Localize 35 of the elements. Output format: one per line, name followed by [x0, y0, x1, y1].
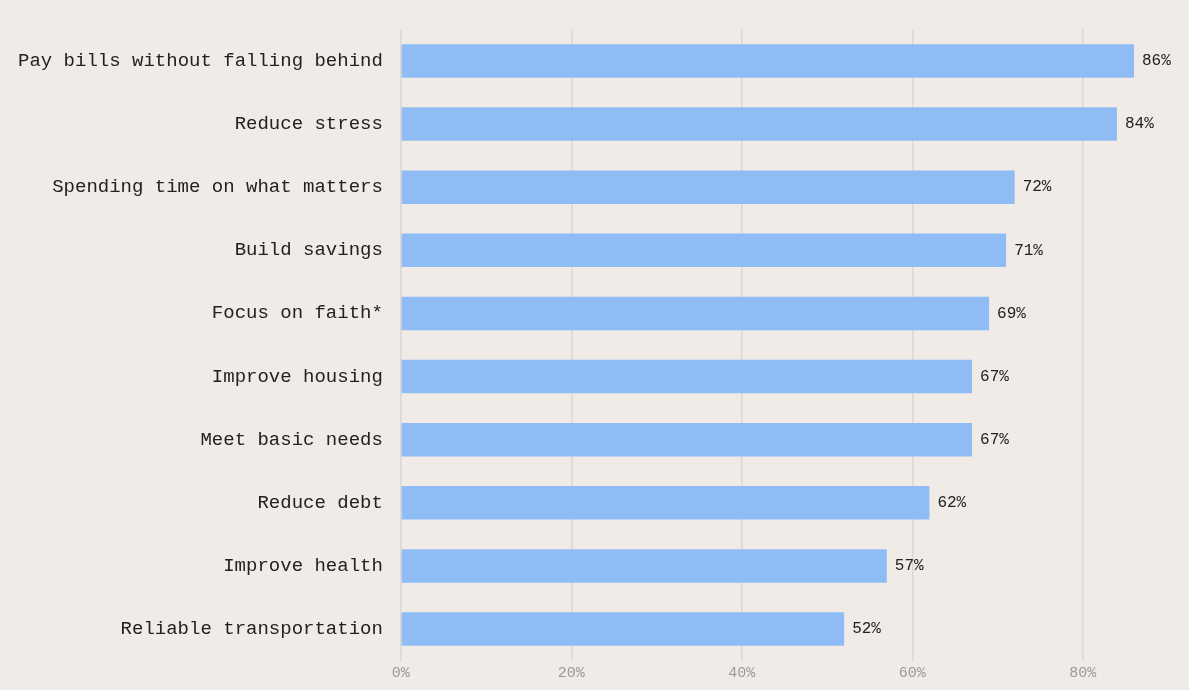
bar	[401, 359, 973, 394]
data-label: 67%	[980, 430, 1010, 449]
data-label: 57%	[894, 557, 924, 576]
y-tick-label: Pay bills without falling behind	[18, 49, 383, 72]
data-label: 72%	[1022, 178, 1052, 197]
y-tick-label: Focus on faith*	[211, 302, 383, 325]
y-tick-label: Reduce stress	[234, 113, 383, 136]
data-label: 84%	[1124, 115, 1155, 134]
y-tick-label: Meet basic needs	[200, 428, 383, 451]
y-tick-label: Spending time on what matters	[52, 176, 383, 199]
data-label: 69%	[997, 304, 1027, 323]
data-label: 52%	[852, 620, 882, 639]
bar	[401, 170, 1015, 204]
bar	[401, 107, 1117, 141]
bar	[401, 422, 973, 457]
y-tick-label: Reduce debt	[257, 491, 383, 514]
bar	[401, 612, 845, 646]
bar	[401, 233, 1007, 268]
data-label: 86%	[1142, 52, 1172, 71]
data-label: 67%	[980, 367, 1010, 386]
data-label: 62%	[937, 494, 967, 513]
x-tick-label: 60%	[898, 664, 927, 682]
data-label: 71%	[1014, 241, 1044, 260]
bar	[401, 549, 887, 583]
bar	[401, 486, 930, 520]
x-tick-label: 40%	[728, 664, 757, 682]
y-tick-label: Improve housing	[211, 365, 383, 388]
y-tick-label: Build savings	[234, 239, 383, 262]
bar	[401, 44, 1134, 78]
x-tick-label: 0%	[391, 664, 411, 682]
y-tick-label: Improve health	[223, 554, 383, 577]
x-tick-label: 20%	[557, 664, 586, 682]
bar	[401, 296, 990, 331]
y-tick-label: Reliable transportation	[120, 618, 383, 641]
x-tick-label: 80%	[1069, 664, 1098, 682]
